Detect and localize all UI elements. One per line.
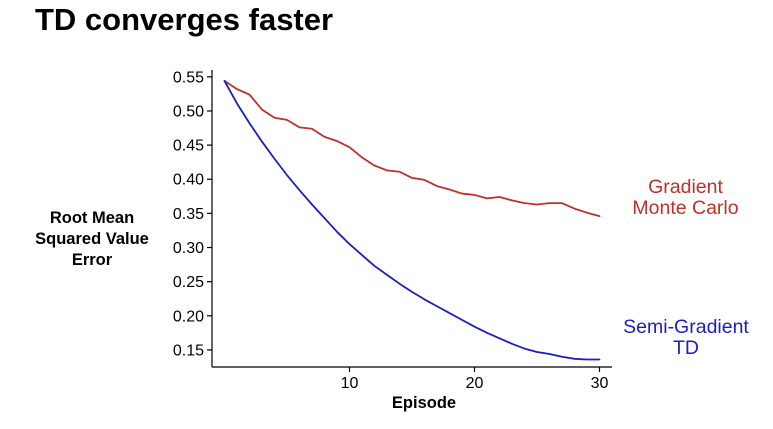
series-label-td: Semi-Gradient TD	[606, 317, 766, 359]
slide-title: TD converges faster	[35, 2, 334, 37]
series-label-td-line2: TD	[673, 337, 699, 359]
y-tick-label: 0.55	[173, 69, 204, 86]
series-label-td-line1: Semi-Gradient	[623, 316, 749, 338]
y-tick-label: 0.15	[173, 342, 204, 359]
y-tick-label: 0.40	[173, 172, 204, 189]
y-tick-label: 0.20	[173, 308, 204, 325]
y-tick-label: 0.25	[173, 274, 204, 291]
series-label-monte-carlo: Gradient Monte Carlo	[618, 177, 753, 219]
y-axis-label: Root Mean Squared Value Error	[35, 209, 149, 269]
series-label-mc-line2: Monte Carlo	[632, 197, 739, 219]
y-tick-label: 0.45	[173, 138, 204, 155]
x-tick-label: 10	[341, 375, 359, 392]
x-tick-label: 20	[466, 375, 484, 392]
y-tick-label: 0.30	[173, 240, 204, 257]
y-tick-label: 0.35	[173, 206, 204, 223]
x-tick-label: 30	[591, 375, 609, 392]
x-axis-label: Episode	[392, 394, 456, 412]
series-line-td	[223, 80, 601, 361]
series-line-monte-carlo	[223, 80, 601, 218]
series-label-mc-line1: Gradient	[648, 176, 723, 198]
y-tick-label: 0.50	[173, 103, 204, 120]
